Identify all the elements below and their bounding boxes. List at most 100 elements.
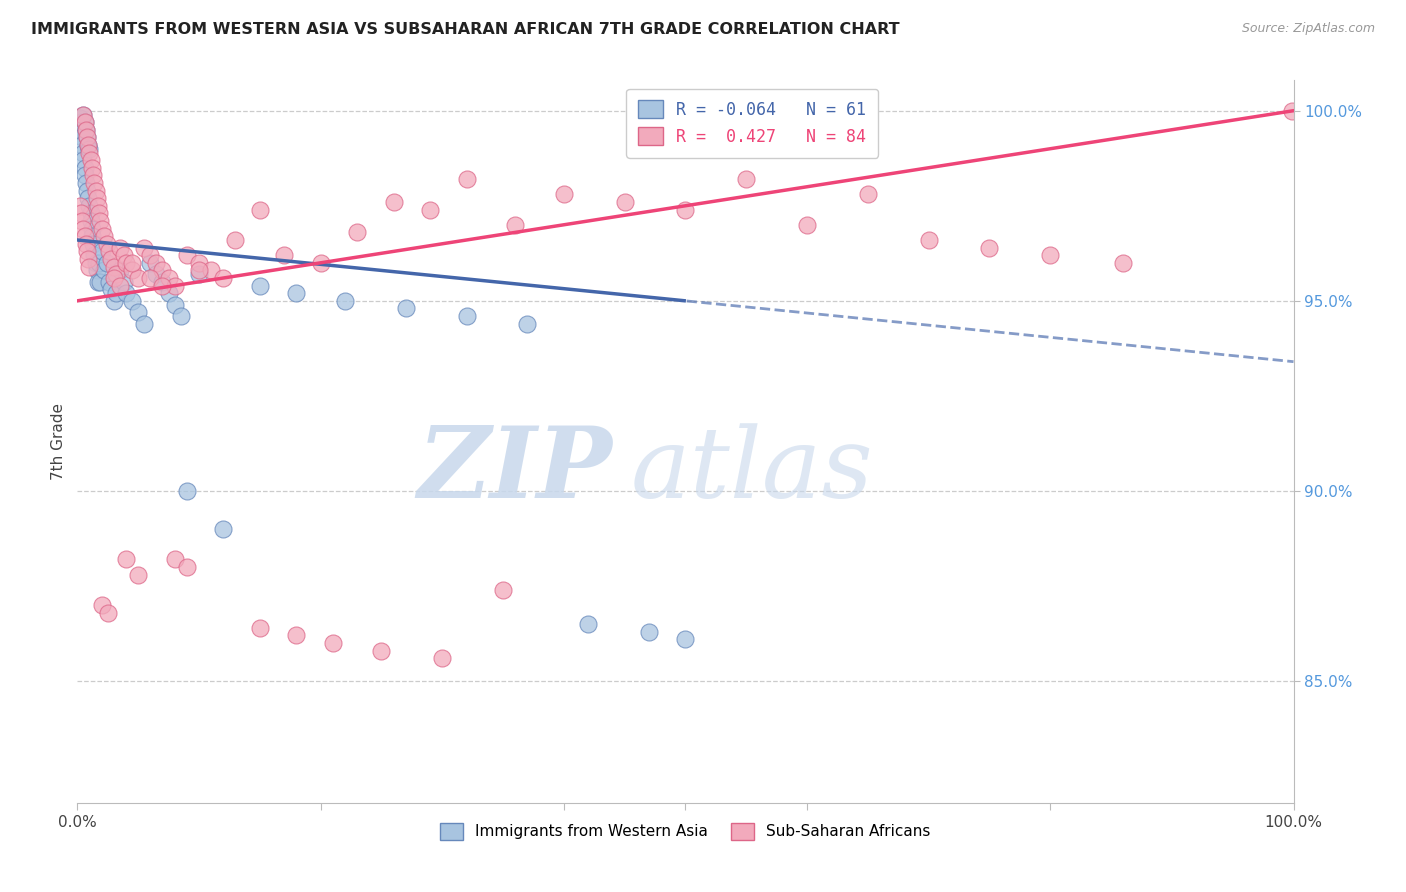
Point	[285, 628, 308, 642]
Point	[70, 115, 93, 129]
Point	[503, 218, 526, 232]
Point	[419, 202, 441, 217]
Point	[382, 194, 405, 209]
Point	[90, 221, 112, 235]
Point	[456, 172, 478, 186]
Point	[115, 256, 138, 270]
Point	[105, 286, 128, 301]
Point	[84, 184, 107, 198]
Point	[212, 271, 235, 285]
Text: ZIP: ZIP	[418, 422, 613, 518]
Point	[70, 214, 93, 228]
Point	[675, 202, 697, 217]
Point	[139, 271, 162, 285]
Point	[1039, 248, 1062, 262]
Point	[77, 191, 100, 205]
Point	[224, 233, 246, 247]
Point	[89, 275, 111, 289]
Point	[796, 218, 818, 232]
Point	[77, 137, 100, 152]
Point	[80, 214, 103, 228]
Point	[170, 309, 193, 323]
Point	[576, 617, 599, 632]
Point	[134, 241, 156, 255]
Point	[105, 267, 128, 281]
Point	[346, 226, 368, 240]
Point	[79, 142, 101, 156]
Point	[103, 260, 125, 274]
Point	[80, 229, 103, 244]
Point	[152, 278, 174, 293]
Point	[370, 643, 392, 657]
Point	[82, 169, 104, 183]
Point	[430, 651, 453, 665]
Point	[70, 137, 93, 152]
Point	[72, 221, 94, 235]
Point	[152, 263, 174, 277]
Point	[145, 256, 167, 270]
Point	[103, 293, 125, 308]
Point	[69, 199, 91, 213]
Point	[90, 598, 112, 612]
Point	[97, 275, 120, 289]
Point	[121, 293, 143, 308]
Point	[84, 256, 107, 270]
Point	[97, 606, 120, 620]
Point	[83, 248, 105, 262]
Point	[188, 256, 211, 270]
Point	[76, 130, 98, 145]
Point	[70, 206, 93, 220]
Point	[115, 286, 138, 301]
Point	[108, 263, 131, 277]
Point	[96, 236, 118, 251]
Point	[73, 229, 96, 244]
Point	[97, 244, 120, 259]
Point	[735, 172, 758, 186]
Point	[72, 107, 94, 121]
Point	[108, 278, 131, 293]
Legend: Immigrants from Western Asia, Sub-Saharan Africans: Immigrants from Western Asia, Sub-Sahara…	[434, 817, 936, 846]
Point	[979, 241, 1001, 255]
Point	[163, 552, 186, 566]
Point	[86, 263, 108, 277]
Point	[112, 275, 135, 289]
Point	[76, 130, 98, 145]
Point	[163, 298, 186, 312]
Point	[134, 317, 156, 331]
Point	[212, 522, 235, 536]
Text: atlas: atlas	[631, 423, 873, 518]
Point	[73, 169, 96, 183]
Point	[918, 233, 941, 247]
Point	[80, 161, 103, 175]
Point	[139, 256, 162, 270]
Point	[188, 263, 211, 277]
Point	[200, 263, 222, 277]
Point	[176, 483, 198, 498]
Point	[127, 305, 149, 319]
Point	[75, 176, 97, 190]
Point	[188, 267, 211, 281]
Point	[75, 122, 97, 136]
Point	[249, 202, 271, 217]
Point	[72, 153, 94, 168]
Point	[638, 624, 661, 639]
Point	[70, 130, 93, 145]
Point	[87, 199, 110, 213]
Point	[456, 309, 478, 323]
Point	[333, 293, 356, 308]
Point	[80, 206, 103, 220]
Point	[72, 107, 94, 121]
Point	[86, 191, 108, 205]
Point	[309, 256, 332, 270]
Text: IMMIGRANTS FROM WESTERN ASIA VS SUBSAHARAN AFRICAN 7TH GRADE CORRELATION CHART: IMMIGRANTS FROM WESTERN ASIA VS SUBSAHAR…	[31, 22, 900, 37]
Point	[82, 236, 104, 251]
Point	[553, 187, 575, 202]
Point	[145, 267, 167, 281]
Point	[76, 184, 98, 198]
Point	[285, 286, 308, 301]
Point	[70, 122, 93, 136]
Point	[79, 260, 101, 274]
Point	[77, 137, 100, 152]
Point	[139, 248, 162, 262]
Point	[157, 271, 180, 285]
